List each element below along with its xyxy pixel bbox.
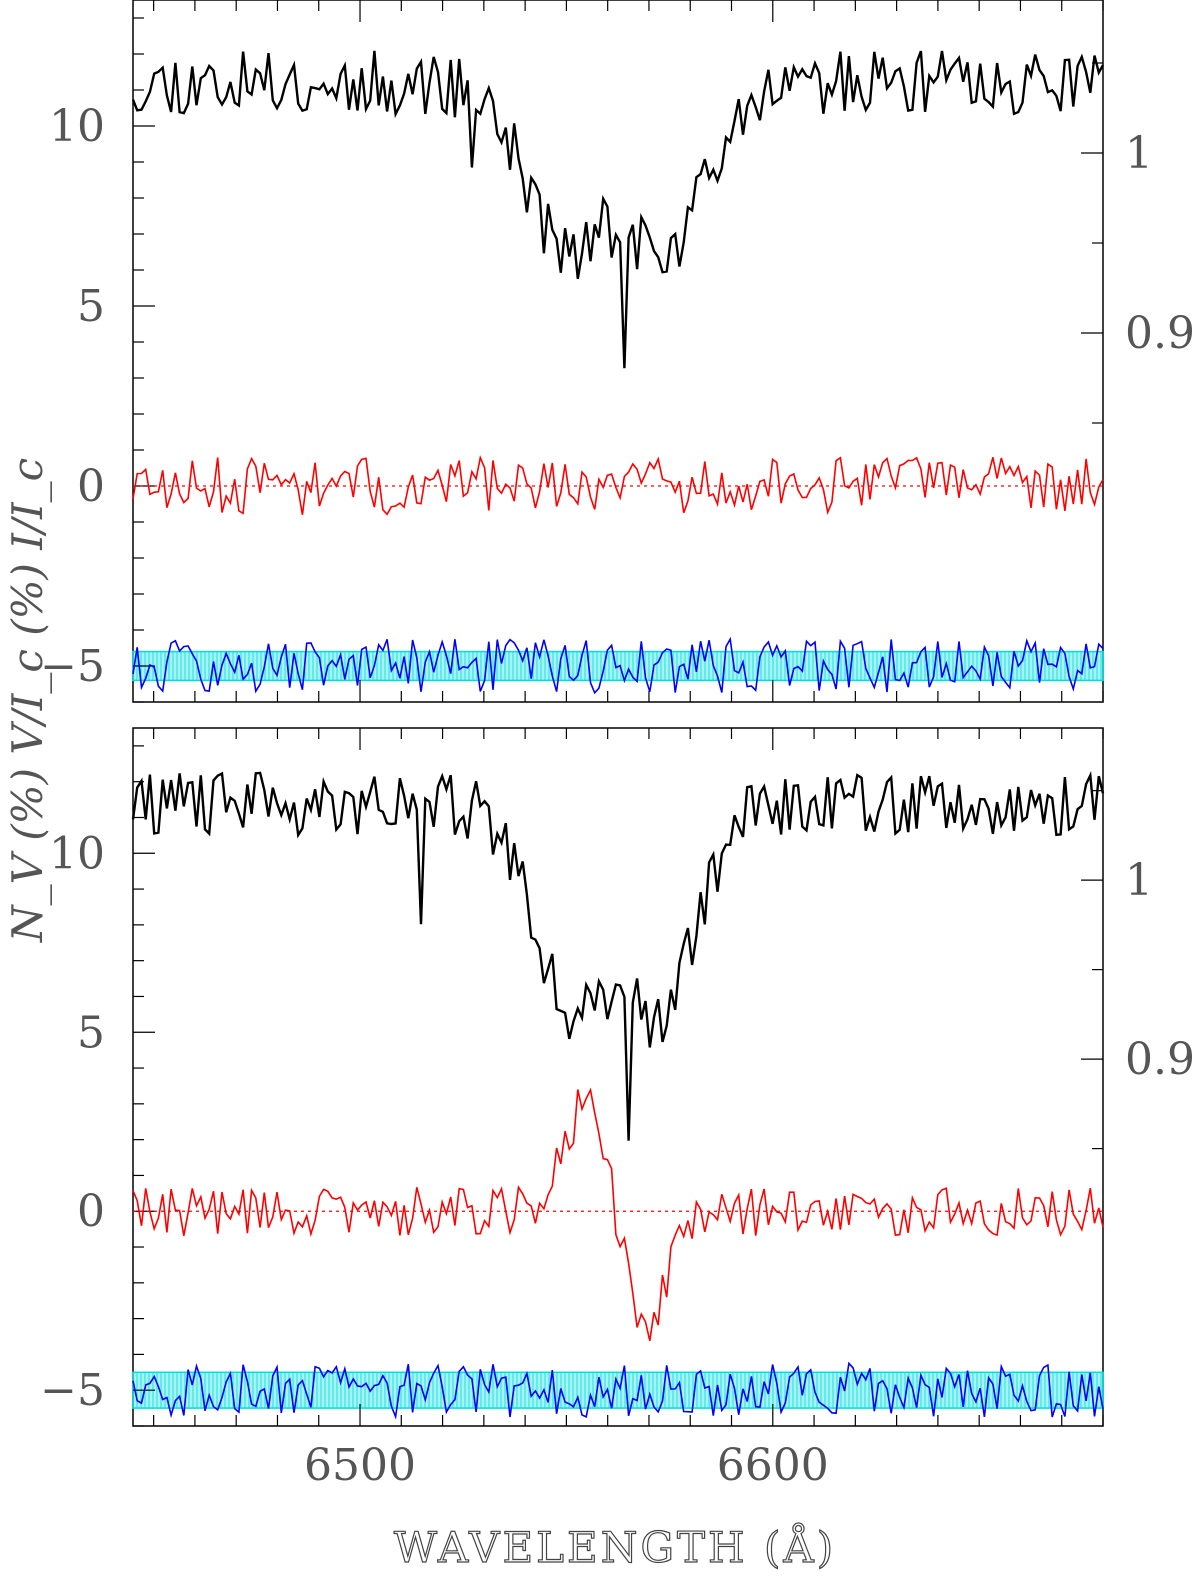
stokes-v-line [132, 454, 1104, 516]
y-tick-label-right: 1 [1125, 128, 1153, 179]
x-axis-title: WAVELENGTH (Å) [394, 1522, 836, 1572]
stokes-i-line [131, 771, 1105, 1141]
null-profile-line [132, 1361, 1104, 1420]
bottom-profile-lines [131, 771, 1105, 1420]
y-tick-label-left: −5 [40, 641, 105, 692]
bottom-null-uncertainty-band [132, 1371, 1104, 1409]
y-tick-label-left: −5 [40, 1365, 105, 1416]
y-tick-label-left: 5 [77, 1007, 105, 1058]
bottom-panel-frame [132, 727, 1104, 1427]
y-tick-label-left: 0 [77, 1186, 105, 1237]
null-profile-line [132, 636, 1104, 695]
top-panel: −5 0 5 10 0.9 1 [40, 0, 1195, 703]
top-panel-ticks: −5 0 5 10 0.9 1 [40, 0, 1195, 703]
x-tick-label: 6600 [717, 1440, 829, 1491]
y-tick-label-right: 0.9 [1125, 1034, 1195, 1085]
y-tick-label-left: 0 [77, 461, 105, 512]
y-tick-label-left: 10 [49, 101, 105, 152]
stokes-v-line [132, 1087, 1104, 1341]
y-tick-label-left: 10 [49, 828, 105, 879]
y-tick-label-right: 0.9 [1125, 308, 1195, 359]
x-tick-label: 6500 [304, 1440, 416, 1491]
bottom-panel: −5 0 5 10 0.9 1 6500 6600 [40, 727, 1195, 1491]
y-axis-title: N_V (%) V/I_c (%) I/I_c [3, 458, 52, 943]
bottom-panel-ticks: −5 0 5 10 0.9 1 6500 6600 [40, 728, 1195, 1491]
y-tick-label-left: 5 [77, 281, 105, 332]
top-panel-frame [132, 0, 1104, 703]
stokes-i-line [131, 50, 1105, 369]
y-tick-label-right: 1 [1125, 855, 1153, 906]
top-profile-lines [131, 50, 1105, 695]
